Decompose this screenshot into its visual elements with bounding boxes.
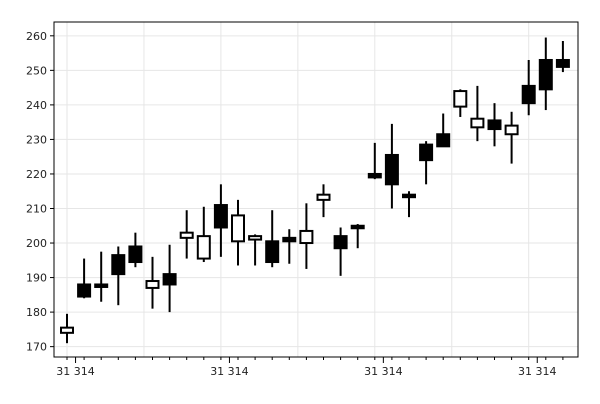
candle-body-down [521,84,536,105]
candle-body-down [419,143,434,162]
y-tick-label: 230 [26,133,47,146]
candle [231,199,245,266]
y-tick-label: 260 [26,30,47,43]
candle [555,40,570,73]
candle-body-up [145,280,160,289]
candle-body-down [436,133,451,148]
x-tick-label: 31 314 [56,365,95,378]
y-tick-label: 170 [26,341,47,354]
candle [487,103,502,147]
candle-body-up [179,231,194,239]
y-tick-label: 190 [26,272,47,285]
candle [282,229,297,264]
candle-body-up [504,124,519,136]
candle [402,191,416,218]
candle [453,89,468,117]
candle [94,251,109,302]
y-tick-label: 210 [26,202,47,215]
candle-body-down [367,172,382,179]
candle [77,258,92,299]
candle-body-down [333,235,348,250]
x-tick-label: 31 314 [364,365,403,378]
candle [504,111,519,164]
candle-body-down [555,58,570,68]
plot-frame [53,21,579,358]
candle [111,246,126,306]
candle [128,232,143,268]
candles [60,37,570,344]
candle-body-down [538,58,553,91]
candle [196,206,211,263]
candle-body-up [299,229,314,245]
y-tick-label: 250 [26,64,47,77]
candle-body-up [196,235,211,260]
candle [384,123,399,209]
candle [350,224,365,249]
y-tick-label: 220 [26,168,47,181]
candle-body-down [350,224,365,230]
candle-body-down [265,240,280,264]
candle [179,210,194,259]
candle [333,227,348,276]
candle [299,203,314,269]
candle [265,210,280,268]
candle [145,256,160,309]
candle-body-down [282,236,297,243]
candle-body-up [248,235,263,241]
candle [419,141,434,185]
candle-body-down [402,193,416,199]
candle-body-down [487,119,502,131]
candle [213,184,228,257]
candle-body-up [453,90,468,108]
candle [436,113,451,148]
y-tick-label: 240 [26,99,47,112]
candle [60,313,74,344]
candle [367,142,382,180]
candle-body-down [77,283,92,298]
candle-body-down [162,273,177,286]
candle-body-up [60,326,74,334]
x-tick-label: 31 314 [518,365,557,378]
candle-body-down [384,153,399,186]
y-tick-label: 200 [26,237,47,250]
candle [316,184,331,218]
candle [162,244,177,313]
candle-body-down [213,204,228,229]
candle-body-down [111,254,126,276]
y-axis: 170 180 190 200 210 220 230 240 250 260 [26,30,54,354]
candle-body-up [231,214,245,243]
candle-body-down [128,245,143,264]
candle-body-up [470,117,485,129]
candle [521,59,536,116]
candle-body-down [94,283,109,288]
candle [248,234,263,266]
candle-body-up [316,193,331,201]
x-tick-label: 31 314 [210,365,249,378]
plot-area [54,22,578,357]
candle [470,85,485,142]
y-tick-label: 180 [26,306,47,319]
candle [538,37,553,111]
